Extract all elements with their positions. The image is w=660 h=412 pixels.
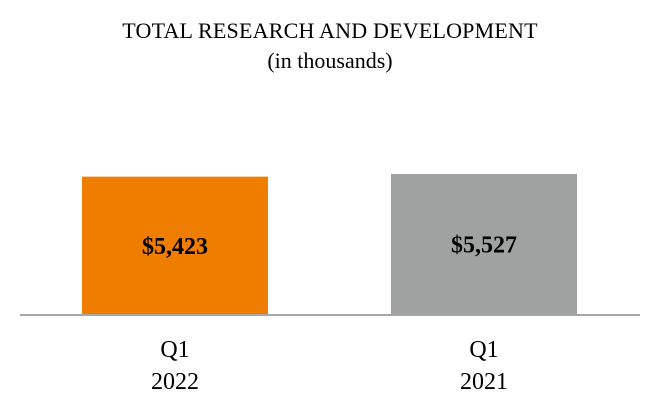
bar-value-label-1: $5,527: [451, 233, 517, 259]
x-tick-label-year-0: 2022: [151, 369, 199, 395]
chart-title: TOTAL RESEARCH AND DEVELOPMENT: [122, 18, 538, 43]
bar-1: [391, 174, 577, 315]
x-tick-label-year-1: 2021: [460, 369, 508, 395]
x-tick-label-quarter-0: Q1: [160, 337, 189, 363]
x-tick-label-quarter-1: Q1: [469, 337, 498, 363]
chart-subtitle: (in thousands): [267, 48, 393, 73]
bar-0: [82, 176, 268, 315]
bar-value-label-0: $5,423: [142, 234, 208, 260]
